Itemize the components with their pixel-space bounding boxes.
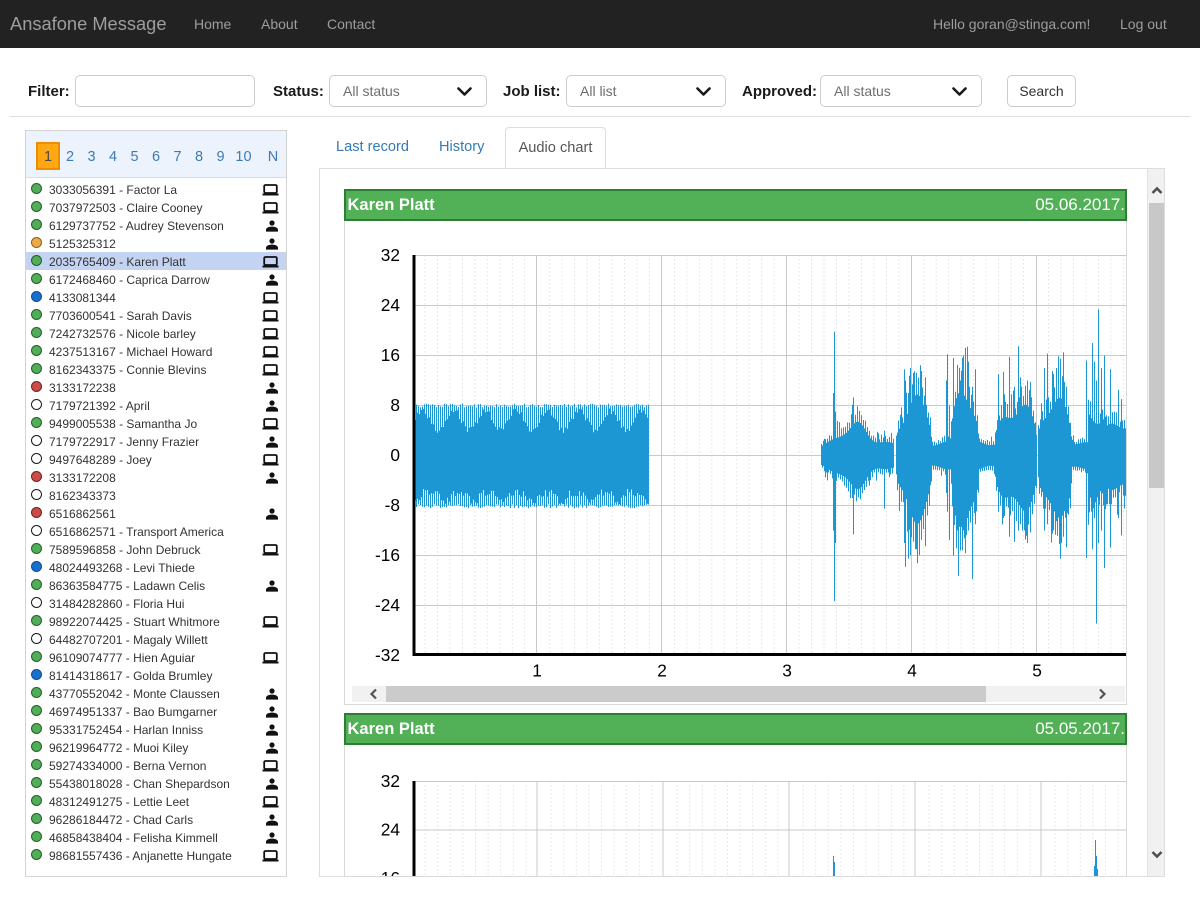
svg-text:1: 1: [532, 661, 542, 681]
svg-text:2: 2: [657, 661, 667, 681]
svg-text:5: 5: [1032, 661, 1042, 681]
svg-text:16: 16: [381, 345, 400, 365]
svg-text:24: 24: [381, 820, 401, 840]
svg-text:4: 4: [907, 661, 917, 681]
svg-text:8: 8: [390, 395, 400, 415]
svg-text:32: 32: [381, 771, 400, 791]
svg-text:0: 0: [390, 445, 400, 465]
svg-text:-32: -32: [375, 645, 400, 665]
svg-text:-16: -16: [375, 545, 400, 565]
svg-text:24: 24: [381, 295, 401, 315]
svg-text:3: 3: [782, 661, 792, 681]
svg-text:-24: -24: [375, 595, 400, 615]
svg-text:-8: -8: [385, 495, 400, 515]
svg-text:32: 32: [381, 245, 400, 265]
